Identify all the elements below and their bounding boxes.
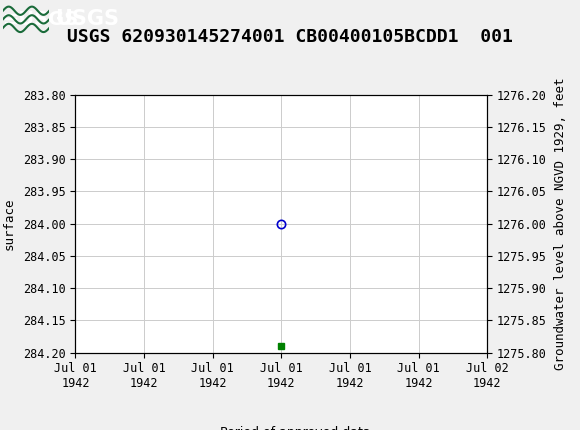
Text: USGS 620930145274001 CB00400105BCDD1  001: USGS 620930145274001 CB00400105BCDD1 001 <box>67 28 513 46</box>
Text: USGS: USGS <box>55 9 119 29</box>
Legend: Period of approved data: Period of approved data <box>187 421 376 430</box>
Y-axis label: Groundwater level above NGVD 1929, feet: Groundwater level above NGVD 1929, feet <box>554 77 567 370</box>
Y-axis label: Depth to water level, feet below land
surface: Depth to water level, feet below land su… <box>0 85 16 362</box>
Text: ≡USGS: ≡USGS <box>3 10 79 29</box>
